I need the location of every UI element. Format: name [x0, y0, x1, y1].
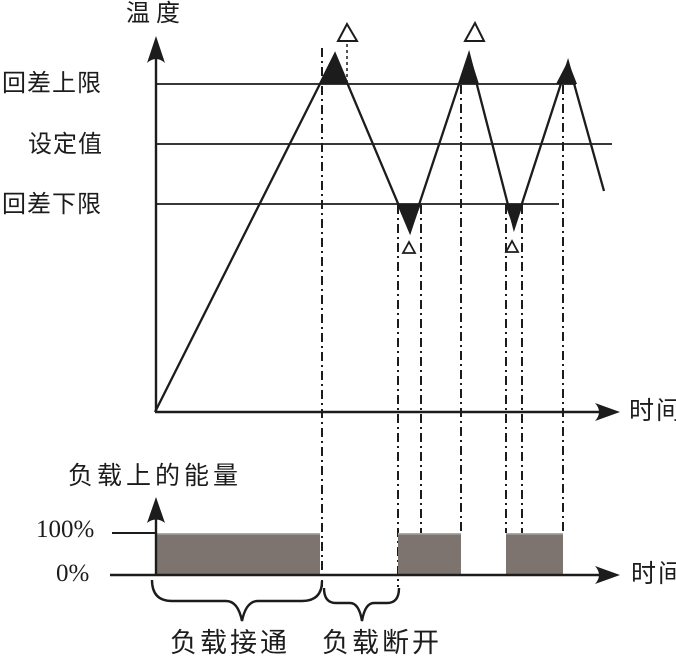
underbrace-load-off — [322, 587, 401, 622]
valley-undershoot-2 — [505, 204, 523, 229]
top-x-axis-label: 时间 — [629, 398, 676, 425]
valley-marker-icon-1 — [401, 240, 417, 254]
phase-label-load-off: 负载断开 — [322, 628, 442, 658]
tick-label-0: 0% — [56, 560, 90, 587]
top-y-arrow-icon — [147, 36, 165, 63]
load-energy-bars — [155, 533, 563, 575]
peak-overshoot-3 — [556, 61, 577, 84]
underbrace-load-on — [150, 579, 324, 622]
level-label-set: 设定值 — [28, 132, 103, 158]
tick-label-100: 100% — [36, 516, 95, 543]
marker-triangles — [336, 20, 520, 254]
peak-overshoot-1 — [321, 53, 348, 84]
valley-undershoot-1 — [398, 204, 421, 233]
peak-marker-icon-1 — [336, 21, 359, 42]
switch-time-guides — [321, 48, 564, 587]
bottom-x-axis-label: 时间 — [631, 561, 676, 588]
peak-overshoot-2 — [458, 53, 479, 84]
level-label-lower: 回差下限 — [2, 192, 102, 218]
top-y-axis-label: 温度 — [126, 1, 186, 27]
overshoot-triangles — [321, 53, 577, 233]
load-energy-bar-1 — [155, 533, 320, 575]
valley-marker-icon-2 — [504, 239, 520, 253]
load-energy-bar-3 — [506, 533, 563, 575]
bottom-x-arrow-icon — [595, 566, 620, 584]
bottom-y-arrow-icon — [147, 497, 165, 523]
temperature-curve — [153, 49, 606, 413]
phase-label-load-on: 负载接通 — [170, 628, 290, 658]
peak-marker-icon-2 — [463, 20, 486, 42]
load-energy-bar-2 — [398, 533, 461, 575]
bottom-y-axis-label: 负载上的能量 — [68, 463, 243, 490]
top-x-arrow-icon — [595, 403, 620, 421]
level-label-upper: 回差上限 — [2, 71, 102, 97]
